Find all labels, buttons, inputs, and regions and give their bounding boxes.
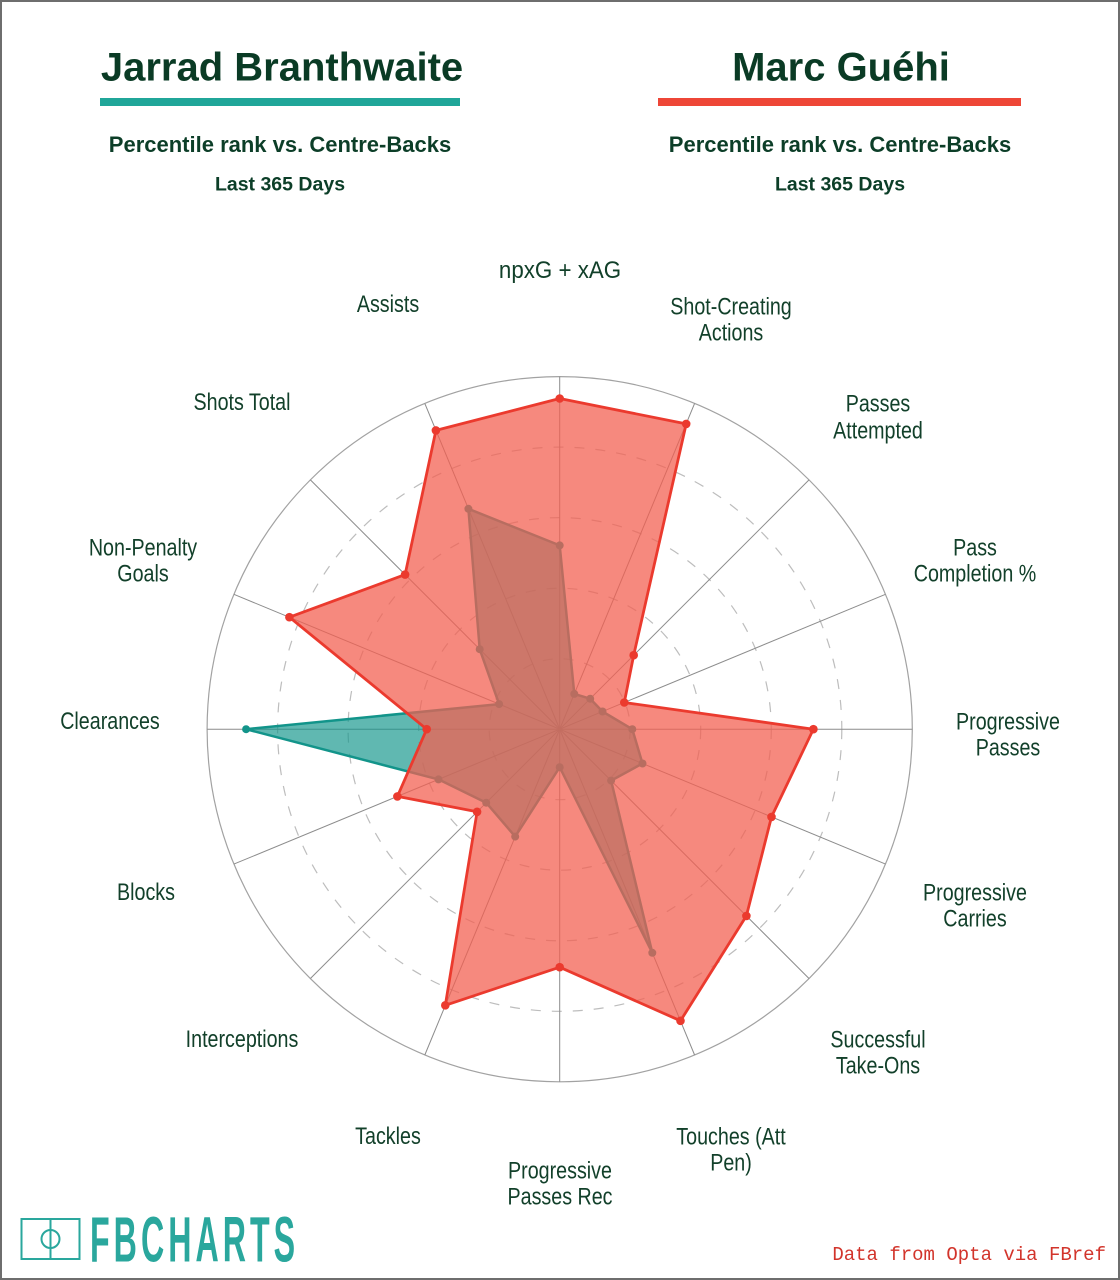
svg-text:FBCHARTS: FBCHARTS [90,1210,299,1270]
